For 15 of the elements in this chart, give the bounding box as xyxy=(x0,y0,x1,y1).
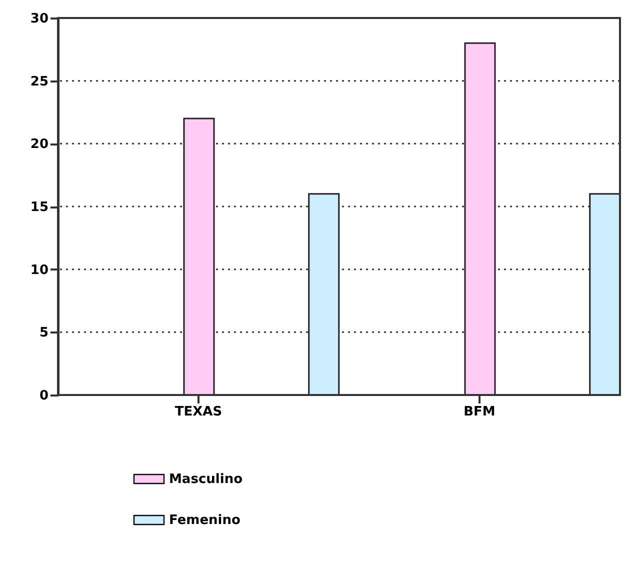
x-tick-label: TEXAS xyxy=(174,404,222,420)
y-tick-label: 5 xyxy=(39,326,48,341)
y-tick-label: 20 xyxy=(30,137,48,152)
y-tick-label: 15 xyxy=(30,200,48,215)
x-tick-label: BFM xyxy=(464,404,496,420)
bar xyxy=(183,118,215,396)
y-tick-label: 10 xyxy=(30,262,48,278)
bar xyxy=(308,193,340,396)
y-tick-label: 30 xyxy=(30,12,48,26)
bar xyxy=(589,193,621,396)
bar xyxy=(464,42,496,396)
legend-label: Masculino xyxy=(169,472,243,487)
y-tick-label: 0 xyxy=(39,388,48,404)
legend-label: Femenino xyxy=(169,513,240,528)
y-tick-label: 25 xyxy=(30,74,48,90)
